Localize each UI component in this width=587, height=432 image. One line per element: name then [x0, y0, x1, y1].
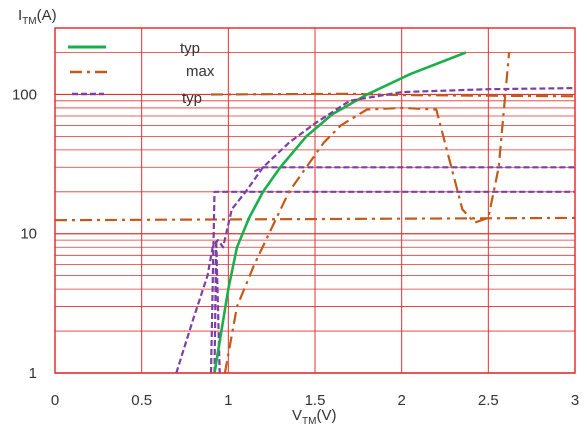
legend-label-max: max	[186, 63, 215, 80]
series-line-0	[213, 51, 467, 374]
y-tick-label: 10	[20, 226, 37, 243]
legend-label-typ-solid: typ	[180, 40, 200, 57]
y-axis-label: ITM(A)	[18, 7, 57, 27]
x-tick-labels: 0 0.5 1 1.5 2 2.5 3	[51, 392, 579, 409]
x-axis-label-main: V	[292, 407, 302, 424]
reference-line	[209, 190, 575, 374]
x-axis-label-unit: (V)	[316, 407, 336, 424]
series-line-1	[223, 52, 511, 374]
x-tick-label: 0	[51, 392, 59, 409]
x-tick-label: 1	[224, 392, 232, 409]
legend-label-typ-dashed: typ	[182, 90, 202, 107]
y-tick-label: 1	[29, 365, 37, 382]
x-tick-label: 2	[397, 392, 405, 409]
series-group	[54, 51, 576, 374]
reference-line	[213, 239, 221, 374]
x-axis-label-sub: TM	[302, 416, 316, 427]
x-axis-label: VTM(V)	[292, 407, 336, 427]
reference-line	[210, 92, 576, 98]
x-tick-label: 2.5	[478, 392, 499, 409]
y-tick-labels: 1 10 100	[12, 86, 37, 382]
x-tick-label: 1.5	[305, 392, 326, 409]
y-axis-label-main: I	[18, 7, 22, 24]
reference-line	[54, 216, 576, 222]
y-axis-label-sub: TM	[22, 16, 36, 27]
y-tick-label: 100	[12, 86, 37, 103]
y-axis-label-unit: (A)	[37, 7, 57, 24]
x-tick-label: 3	[571, 392, 579, 409]
legend: typ max typ	[68, 40, 215, 107]
series-line-2	[175, 87, 576, 374]
plot-frame	[54, 27, 576, 374]
x-tick-label: 0.5	[131, 392, 152, 409]
